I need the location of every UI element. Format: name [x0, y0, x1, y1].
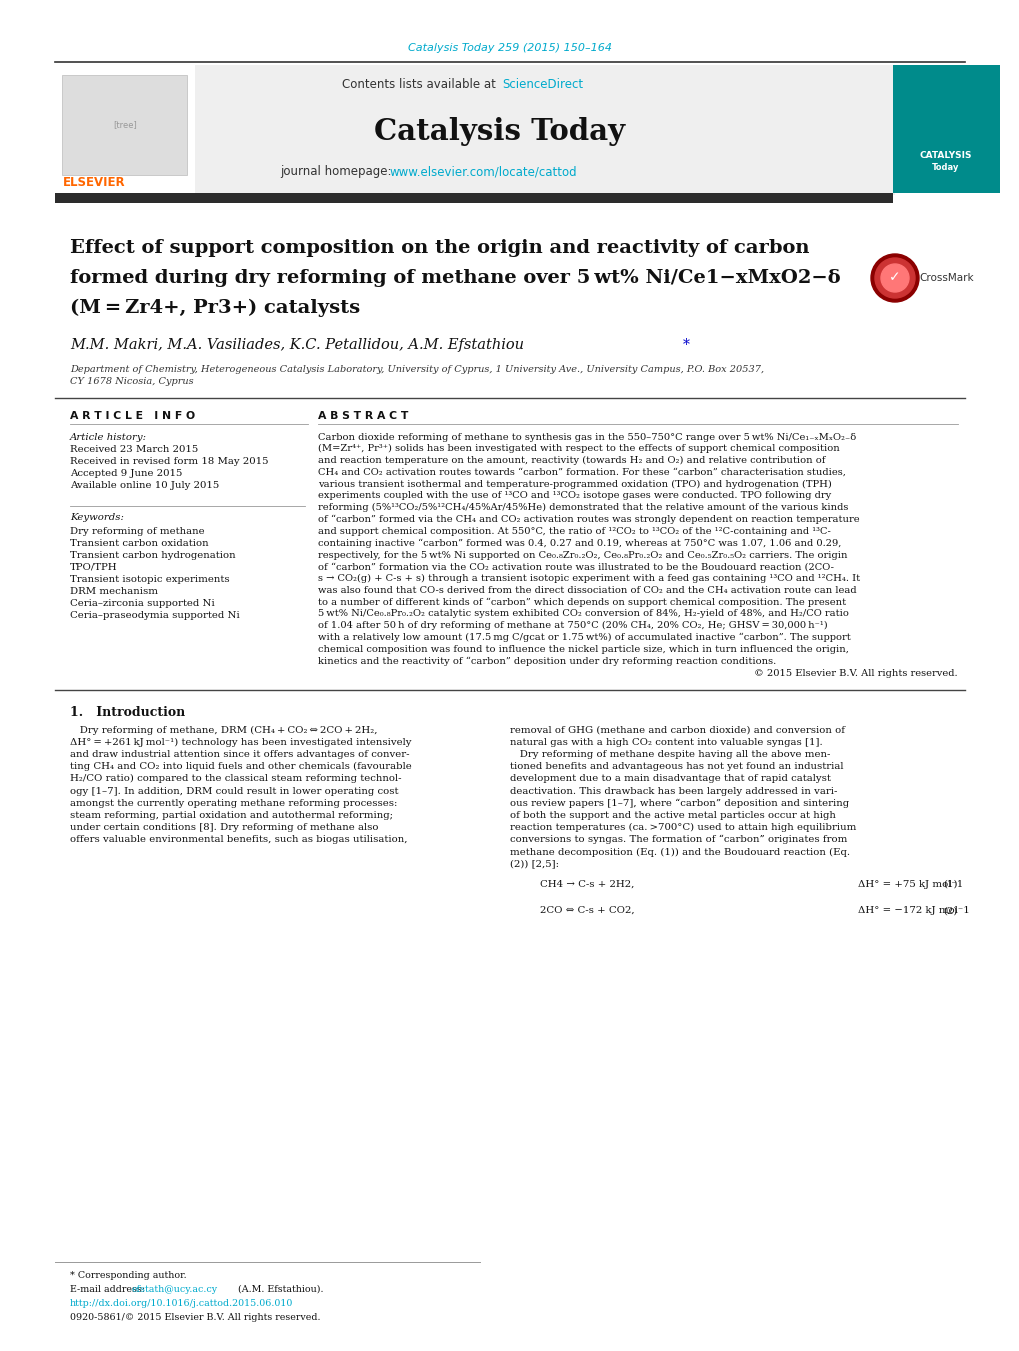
Bar [892, 65, 999, 193]
Text: and support chemical composition. At 550°C, the ratio of ¹²CO₂ to ¹³CO₂ of the ¹: and support chemical composition. At 550… [318, 527, 830, 536]
Text: kinetics and the reactivity of “carbon” deposition under dry reforming reaction : kinetics and the reactivity of “carbon” … [318, 657, 775, 666]
Text: natural gas with a high CO₂ content into valuable syngas [1].: natural gas with a high CO₂ content into… [510, 738, 822, 747]
Text: *: * [683, 338, 689, 353]
Text: (M=Zr⁴⁺, Pr³⁺) solids has been investigated with respect to the effects of suppo: (M=Zr⁴⁺, Pr³⁺) solids has been investiga… [318, 444, 839, 454]
Circle shape [874, 258, 914, 299]
Text: ELSEVIER: ELSEVIER [63, 176, 125, 189]
Text: DRM mechanism: DRM mechanism [70, 586, 158, 596]
Text: Transient carbon hydrogenation: Transient carbon hydrogenation [70, 550, 235, 559]
Text: chemical composition was found to influence the nickel particle size, which in t: chemical composition was found to influe… [318, 644, 848, 654]
Text: Received in revised form 18 May 2015: Received in revised form 18 May 2015 [70, 458, 268, 466]
Text: Ceria–praseodymia supported Ni: Ceria–praseodymia supported Ni [70, 611, 239, 620]
Text: Article history:: Article history: [70, 432, 147, 442]
Text: ous review papers [1–7], where “carbon” deposition and sintering: ous review papers [1–7], where “carbon” … [510, 798, 848, 808]
Text: 0920-5861/© 2015 Elsevier B.V. All rights reserved.: 0920-5861/© 2015 Elsevier B.V. All right… [70, 1313, 320, 1323]
Text: 2CO ⇔ C-s + CO2,: 2CO ⇔ C-s + CO2, [539, 907, 634, 915]
Text: Effect of support composition on the origin and reactivity of carbon: Effect of support composition on the ori… [70, 239, 809, 257]
Text: www.elsevier.com/locate/cattod: www.elsevier.com/locate/cattod [389, 166, 577, 178]
Text: [tree]: [tree] [113, 120, 137, 130]
Text: http://dx.doi.org/10.1016/j.cattod.2015.06.010: http://dx.doi.org/10.1016/j.cattod.2015.… [70, 1300, 293, 1309]
Text: Catalysis Today 259 (2015) 150–164: Catalysis Today 259 (2015) 150–164 [408, 43, 611, 53]
Text: Dry reforming of methane despite having all the above men-: Dry reforming of methane despite having … [510, 750, 829, 759]
Text: H₂/CO ratio) compared to the classical steam reforming technol-: H₂/CO ratio) compared to the classical s… [70, 774, 401, 784]
Text: ΔH° = −172 kJ mol⁻1: ΔH° = −172 kJ mol⁻1 [857, 907, 969, 915]
Text: reaction temperatures (ca. >700°C) used to attain high equilibrium: reaction temperatures (ca. >700°C) used … [510, 823, 856, 832]
Text: removal of GHG (methane and carbon dioxide) and conversion of: removal of GHG (methane and carbon dioxi… [510, 725, 844, 735]
Text: of “carbon” formation via the CO₂ activation route was illustrated to be the Bou: of “carbon” formation via the CO₂ activa… [318, 562, 834, 571]
Text: 5 wt% Ni/Ce₀.₈Pr₀.₂O₂ catalytic system exhibited CO₂ conversion of 84%, H₂-yield: 5 wt% Ni/Ce₀.₈Pr₀.₂O₂ catalytic system e… [318, 609, 848, 619]
Text: CH₄ and CO₂ activation routes towards “carbon” formation. For these “carbon” cha: CH₄ and CO₂ activation routes towards “c… [318, 467, 845, 477]
Text: (2)) [2,5]:: (2)) [2,5]: [510, 859, 558, 869]
Text: steam reforming, partial oxidation and autothermal reforming;: steam reforming, partial oxidation and a… [70, 811, 392, 820]
Text: ogy [1–7]. In addition, DRM could result in lower operating cost: ogy [1–7]. In addition, DRM could result… [70, 786, 398, 796]
Text: Accepted 9 June 2015: Accepted 9 June 2015 [70, 470, 182, 478]
Text: M.M. Makri, M.A. Vasiliades, K.C. Petallidou, A.M. Efstathiou: M.M. Makri, M.A. Vasiliades, K.C. Petall… [70, 338, 524, 353]
Text: of both the support and the active metal particles occur at high: of both the support and the active metal… [510, 811, 835, 820]
Text: E-mail address:: E-mail address: [70, 1285, 148, 1293]
Text: Received 23 March 2015: Received 23 March 2015 [70, 446, 198, 454]
Circle shape [870, 254, 918, 303]
Text: (A.M. Efstathiou).: (A.M. Efstathiou). [237, 1285, 323, 1293]
Text: development due to a main disadvantage that of rapid catalyst: development due to a main disadvantage t… [510, 774, 830, 784]
Text: under certain conditions [8]. Dry reforming of methane also: under certain conditions [8]. Dry reform… [70, 823, 378, 832]
Text: A R T I C L E   I N F O: A R T I C L E I N F O [70, 411, 195, 422]
Text: amongst the currently operating methane reforming processes:: amongst the currently operating methane … [70, 798, 397, 808]
Text: experiments coupled with the use of ¹³CO and ¹³CO₂ isotope gases were conducted.: experiments coupled with the use of ¹³CO… [318, 492, 830, 500]
Text: s → CO₂(g) + C-s + s) through a transient isotopic experiment with a feed gas co: s → CO₂(g) + C-s + s) through a transien… [318, 574, 859, 584]
Text: containing inactive “carbon” formed was 0.4, 0.27 and 0.19, whereas at 750°C was: containing inactive “carbon” formed was … [318, 539, 841, 549]
Text: Department of Chemistry, Heterogeneous Catalysis Laboratory, University of Cypru: Department of Chemistry, Heterogeneous C… [70, 366, 763, 374]
Text: of 1.04 after 50 h of dry reforming of methane at 750°C (20% CH₄, 20% CO₂, He; G: of 1.04 after 50 h of dry reforming of m… [318, 621, 827, 631]
Text: CrossMark: CrossMark [918, 273, 973, 282]
Bar [55, 65, 894, 195]
Text: of “carbon” formed via the CH₄ and CO₂ activation routes was strongly dependent : of “carbon” formed via the CH₄ and CO₂ a… [318, 515, 859, 524]
Text: Transient isotopic experiments: Transient isotopic experiments [70, 574, 229, 584]
Bar [55, 65, 195, 195]
Text: Transient carbon oxidation: Transient carbon oxidation [70, 539, 209, 547]
Text: ScienceDirect: ScienceDirect [501, 78, 583, 92]
Text: CY 1678 Nicosia, Cyprus: CY 1678 Nicosia, Cyprus [70, 377, 194, 386]
Text: Contents lists available at: Contents lists available at [342, 78, 499, 92]
Text: (1): (1) [943, 880, 957, 889]
Text: ✓: ✓ [889, 270, 900, 284]
Text: Carbon dioxide reforming of methane to synthesis gas in the 550–750°C range over: Carbon dioxide reforming of methane to s… [318, 432, 855, 442]
Text: efstath@ucy.ac.cy: efstath@ucy.ac.cy [131, 1285, 218, 1293]
Text: various transient isothermal and temperature-programmed oxidation (TPO) and hydr: various transient isothermal and tempera… [318, 480, 832, 489]
Text: with a relatively low amount (17.5 mg C/gcat or 1.75 wt%) of accumulated inactiv: with a relatively low amount (17.5 mg C/… [318, 632, 850, 642]
Text: 1.   Introduction: 1. Introduction [70, 705, 185, 719]
Text: CH4 → C-s + 2H2,: CH4 → C-s + 2H2, [539, 880, 634, 889]
Text: respectively, for the 5 wt% Ni supported on Ce₀.₈Zr₀.₂O₂, Ce₀.₈Pr₀.₂O₂ and Ce₀.₅: respectively, for the 5 wt% Ni supported… [318, 550, 847, 559]
Text: Dry reforming of methane, DRM (CH₄ + CO₂ ⇔ 2CO + 2H₂,: Dry reforming of methane, DRM (CH₄ + CO₂… [70, 725, 377, 735]
Text: ΔH° = +261 kJ mol⁻¹) technology has been investigated intensively: ΔH° = +261 kJ mol⁻¹) technology has been… [70, 738, 411, 747]
Text: * Corresponding author.: * Corresponding author. [70, 1271, 186, 1281]
Text: (M = Zr4+, Pr3+) catalysts: (M = Zr4+, Pr3+) catalysts [70, 299, 360, 317]
Text: offers valuable environmental benefits, such as biogas utilisation,: offers valuable environmental benefits, … [70, 835, 408, 844]
Text: Catalysis Today: Catalysis Today [374, 118, 625, 146]
Text: A B S T R A C T: A B S T R A C T [318, 411, 408, 422]
Text: and reaction temperature on the amount, reactivity (towards H₂ and O₂) and relat: and reaction temperature on the amount, … [318, 457, 824, 465]
Text: ting CH₄ and CO₂ into liquid fuels and other chemicals (favourable: ting CH₄ and CO₂ into liquid fuels and o… [70, 762, 412, 771]
Text: Today: Today [931, 162, 959, 172]
Circle shape [880, 263, 908, 292]
Text: ΔH° = +75 kJ mol⁻1: ΔH° = +75 kJ mol⁻1 [857, 880, 962, 889]
Text: Dry reforming of methane: Dry reforming of methane [70, 527, 205, 535]
Text: (2): (2) [943, 907, 957, 915]
Text: reforming (5%¹³CO₂/5%¹²CH₄/45%Ar/45%He) demonstrated that the relative amount of: reforming (5%¹³CO₂/5%¹²CH₄/45%Ar/45%He) … [318, 503, 848, 512]
Text: to a number of different kinds of “carbon” which depends on support chemical com: to a number of different kinds of “carbo… [318, 597, 846, 607]
Text: methane decomposition (Eq. (1)) and the Boudouard reaction (Eq.: methane decomposition (Eq. (1)) and the … [510, 847, 849, 857]
Bar [62, 76, 186, 176]
Text: conversions to syngas. The formation of “carbon” originates from: conversions to syngas. The formation of … [510, 835, 847, 844]
Text: TPO/TPH: TPO/TPH [70, 562, 117, 571]
Bar [55, 193, 892, 203]
Text: and draw industrial attention since it offers advantages of conver-: and draw industrial attention since it o… [70, 750, 409, 759]
Text: Ceria–zirconia supported Ni: Ceria–zirconia supported Ni [70, 598, 215, 608]
Text: was also found that CO-s derived from the direct dissociation of CO₂ and the CH₄: was also found that CO-s derived from th… [318, 586, 856, 594]
Text: © 2015 Elsevier B.V. All rights reserved.: © 2015 Elsevier B.V. All rights reserved… [754, 669, 957, 677]
Text: Available online 10 July 2015: Available online 10 July 2015 [70, 481, 219, 490]
Text: Keywords:: Keywords: [70, 513, 123, 523]
Text: formed during dry reforming of methane over 5 wt% Ni/Ce1−xMxO2−δ: formed during dry reforming of methane o… [70, 269, 840, 286]
Text: deactivation. This drawback has been largely addressed in vari-: deactivation. This drawback has been lar… [510, 786, 837, 796]
Text: CATALYSIS: CATALYSIS [919, 150, 971, 159]
Text: journal homepage:: journal homepage: [280, 166, 395, 178]
Text: tioned benefits and advantageous has not yet found an industrial: tioned benefits and advantageous has not… [510, 762, 843, 771]
